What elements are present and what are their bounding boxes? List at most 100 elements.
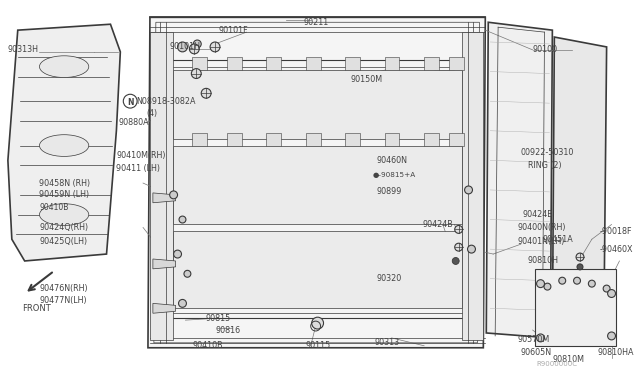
Circle shape: [454, 243, 463, 251]
Polygon shape: [449, 133, 463, 145]
Text: 90313H: 90313H: [8, 45, 39, 54]
Text: 90458N (RH): 90458N (RH): [40, 179, 91, 187]
Polygon shape: [193, 133, 207, 145]
Polygon shape: [153, 304, 175, 313]
Text: N: N: [127, 98, 134, 107]
Text: 90150M: 90150M: [350, 75, 382, 84]
Polygon shape: [193, 57, 207, 70]
Circle shape: [544, 283, 551, 290]
Text: 90476N(RH): 90476N(RH): [40, 284, 88, 293]
Circle shape: [312, 317, 324, 329]
Text: (4): (4): [146, 109, 157, 119]
Text: 90605N: 90605N: [521, 348, 552, 357]
Circle shape: [536, 334, 545, 342]
Circle shape: [588, 280, 595, 287]
Polygon shape: [552, 37, 607, 346]
Text: 90460N: 90460N: [377, 156, 408, 165]
Polygon shape: [266, 57, 281, 70]
Circle shape: [577, 264, 583, 270]
Text: 90899: 90899: [377, 187, 402, 196]
Text: -90018F: -90018F: [600, 227, 632, 236]
Ellipse shape: [40, 135, 89, 156]
Text: 90424B: 90424B: [422, 220, 453, 229]
Polygon shape: [153, 259, 175, 269]
Text: 90411 (LH): 90411 (LH): [116, 164, 161, 173]
Polygon shape: [486, 22, 552, 338]
Text: 90410B: 90410B: [40, 203, 69, 212]
Circle shape: [576, 253, 584, 261]
Text: 90101H: 90101H: [170, 42, 201, 51]
Circle shape: [189, 44, 199, 54]
Circle shape: [603, 285, 610, 292]
Ellipse shape: [40, 56, 89, 77]
Text: 90570M: 90570M: [518, 336, 550, 344]
Text: N08918-3082A: N08918-3082A: [136, 97, 196, 106]
Circle shape: [201, 88, 211, 98]
Polygon shape: [153, 193, 175, 203]
Circle shape: [170, 191, 177, 199]
Text: 90313: 90313: [375, 338, 400, 347]
Polygon shape: [424, 57, 439, 70]
Text: 90424Q(RH): 90424Q(RH): [40, 223, 88, 232]
Text: 00922-50310: 00922-50310: [521, 148, 574, 157]
Polygon shape: [173, 145, 461, 224]
Polygon shape: [385, 57, 399, 70]
Polygon shape: [227, 57, 242, 70]
Circle shape: [177, 42, 188, 52]
Circle shape: [179, 299, 186, 307]
Circle shape: [210, 42, 220, 52]
Text: 90400N(RH): 90400N(RH): [518, 223, 566, 232]
Circle shape: [465, 186, 472, 194]
Text: 90401N(LH): 90401N(LH): [518, 237, 565, 246]
Polygon shape: [150, 32, 173, 340]
Text: 90816: 90816: [215, 326, 240, 334]
Text: ●-90815+A: ●-90815+A: [373, 172, 416, 178]
Text: RING (2): RING (2): [528, 161, 561, 170]
Text: 90100: 90100: [532, 45, 558, 54]
Ellipse shape: [40, 204, 89, 225]
Circle shape: [193, 40, 201, 48]
Text: 90810M: 90810M: [552, 355, 584, 364]
Polygon shape: [306, 133, 321, 145]
Polygon shape: [385, 133, 399, 145]
Circle shape: [454, 225, 463, 233]
Circle shape: [191, 68, 201, 78]
Text: 90810H: 90810H: [528, 256, 559, 266]
Text: 90101F: 90101F: [219, 26, 248, 35]
Text: 90425Q(LH): 90425Q(LH): [40, 237, 88, 246]
Text: 90477N(LH): 90477N(LH): [40, 296, 87, 305]
Text: 90810HA: 90810HA: [598, 348, 634, 357]
Polygon shape: [306, 57, 321, 70]
Polygon shape: [461, 32, 483, 340]
Polygon shape: [173, 231, 461, 308]
Polygon shape: [266, 133, 281, 145]
Text: 90320: 90320: [377, 274, 402, 283]
Circle shape: [573, 277, 580, 284]
Circle shape: [173, 250, 182, 258]
Text: -90460X: -90460X: [600, 245, 633, 254]
Text: 90815: 90815: [205, 314, 230, 323]
Polygon shape: [148, 17, 485, 348]
Circle shape: [184, 270, 191, 277]
Text: 90410B: 90410B: [193, 341, 223, 350]
Circle shape: [179, 216, 186, 223]
Polygon shape: [345, 57, 360, 70]
Text: 90880A: 90880A: [118, 118, 149, 127]
Polygon shape: [424, 133, 439, 145]
Polygon shape: [449, 57, 463, 70]
Polygon shape: [227, 133, 242, 145]
Circle shape: [607, 289, 616, 298]
Circle shape: [559, 277, 566, 284]
Text: 90459N (LH): 90459N (LH): [40, 190, 90, 199]
Circle shape: [536, 280, 545, 288]
Polygon shape: [534, 269, 616, 346]
Text: 90115: 90115: [306, 341, 331, 350]
Circle shape: [607, 332, 616, 340]
Text: 90410M(RH): 90410M(RH): [116, 151, 166, 160]
Text: R9000000C: R9000000C: [536, 360, 577, 366]
Text: 90211: 90211: [304, 18, 329, 27]
Circle shape: [468, 245, 476, 253]
Text: 90451A: 90451A: [543, 235, 573, 244]
Polygon shape: [8, 24, 120, 261]
Text: FRONT: FRONT: [22, 304, 51, 313]
